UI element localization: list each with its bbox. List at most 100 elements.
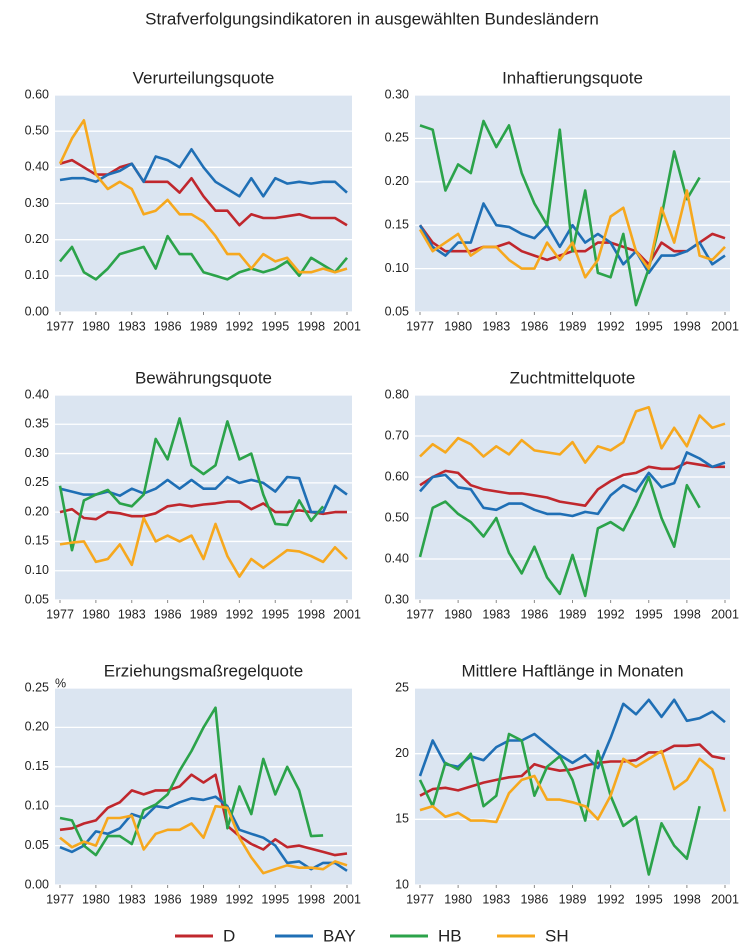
x-tick-label: 1995 bbox=[261, 607, 289, 621]
y-tick-label: 0.10 bbox=[385, 261, 409, 275]
x-tick-label: 1977 bbox=[406, 319, 434, 333]
y-tick-label: 0.30 bbox=[25, 196, 49, 210]
x-tick-label: 1989 bbox=[559, 319, 587, 333]
y-tick-label: 0.15 bbox=[385, 217, 409, 231]
chart-title: Erziehungsmaßregelquote bbox=[104, 661, 303, 680]
x-tick-label: 1992 bbox=[597, 607, 625, 621]
series-line bbox=[59, 804, 348, 875]
page-title: Strafverfolgungsindikatoren in ausgewähl… bbox=[145, 9, 599, 28]
x-tick-label: 1989 bbox=[559, 607, 587, 621]
series-line bbox=[58, 417, 325, 552]
x-tick-label: 1989 bbox=[559, 892, 587, 906]
x-tick-label: 1992 bbox=[225, 319, 253, 333]
plot-area bbox=[55, 688, 352, 885]
y-tick-label: 0.15 bbox=[25, 759, 49, 773]
y-tick-label: 0.50 bbox=[25, 123, 49, 137]
series-line bbox=[418, 732, 701, 876]
x-tick-label: 2001 bbox=[333, 892, 361, 906]
plot-area bbox=[415, 395, 730, 600]
x-tick-label: 1980 bbox=[444, 319, 472, 333]
x-tick-label: 1983 bbox=[482, 607, 510, 621]
y-tick-label: 0.15 bbox=[25, 534, 49, 548]
y-tick-label: 0.25 bbox=[25, 475, 49, 489]
y-tick-label: 0.20 bbox=[25, 232, 49, 246]
x-tick-label: 1977 bbox=[46, 319, 74, 333]
y-tick-label: 20 bbox=[395, 746, 409, 760]
y-tick-label: 10 bbox=[395, 877, 409, 891]
y-tick-label: 0.40 bbox=[385, 551, 409, 565]
series-line bbox=[59, 795, 348, 872]
y-tick-label: 0.30 bbox=[385, 87, 409, 101]
x-tick-label: 1983 bbox=[118, 892, 146, 906]
series-line bbox=[59, 773, 348, 857]
y-unit: % bbox=[55, 676, 66, 690]
x-tick-label: 1998 bbox=[673, 892, 701, 906]
chart-title: Mittlere Haftlänge in Monaten bbox=[461, 661, 683, 680]
x-tick-label: 2001 bbox=[333, 607, 361, 621]
plot-area bbox=[55, 395, 352, 600]
series-line bbox=[419, 749, 727, 824]
series-line bbox=[59, 706, 324, 857]
y-tick-label: 0.00 bbox=[25, 304, 49, 318]
x-tick-label: 1980 bbox=[82, 607, 110, 621]
y-tick-label: 25 bbox=[395, 680, 409, 694]
chart-title: Verurteilungsquote bbox=[133, 68, 275, 87]
series-line bbox=[419, 743, 726, 797]
y-tick-label: 0.30 bbox=[385, 592, 409, 606]
x-tick-label: 1995 bbox=[635, 319, 663, 333]
y-tick-label: 0.30 bbox=[25, 446, 49, 460]
x-tick-label: 1983 bbox=[482, 319, 510, 333]
x-tick-label: 2001 bbox=[711, 607, 739, 621]
series-line bbox=[418, 189, 726, 279]
y-tick-label: 0.20 bbox=[385, 174, 409, 188]
x-tick-label: 2001 bbox=[333, 319, 361, 333]
y-tick-label: 0.50 bbox=[385, 510, 409, 524]
series-line bbox=[59, 516, 348, 578]
y-tick-label: 0.40 bbox=[25, 387, 49, 401]
chart-title: Inhaftierungsquote bbox=[502, 68, 643, 87]
x-tick-label: 1998 bbox=[673, 607, 701, 621]
series-line bbox=[419, 461, 725, 507]
y-tick-label: 0.60 bbox=[25, 87, 49, 101]
x-tick-label: 1977 bbox=[406, 892, 434, 906]
series-line bbox=[418, 202, 726, 275]
y-tick-label: 0.00 bbox=[25, 877, 49, 891]
chart-title: Zuchtmittelquote bbox=[510, 368, 636, 387]
legend-label: HB bbox=[438, 926, 462, 945]
y-tick-label: 0.40 bbox=[25, 160, 49, 174]
x-tick-label: 1977 bbox=[406, 607, 434, 621]
x-tick-label: 1986 bbox=[520, 319, 548, 333]
y-tick-label: 0.05 bbox=[25, 838, 49, 852]
x-tick-label: 1983 bbox=[482, 892, 510, 906]
legend-label: BAY bbox=[323, 926, 356, 945]
y-tick-label: 15 bbox=[395, 812, 409, 826]
legend-label: SH bbox=[545, 926, 569, 945]
x-tick-label: 1995 bbox=[635, 607, 663, 621]
x-tick-label: 1992 bbox=[597, 892, 625, 906]
y-tick-label: 0.25 bbox=[385, 131, 409, 145]
y-tick-label: 0.20 bbox=[25, 504, 49, 518]
x-tick-label: 1998 bbox=[297, 892, 325, 906]
x-tick-label: 1986 bbox=[154, 319, 182, 333]
x-tick-label: 2001 bbox=[711, 319, 739, 333]
x-tick-label: 1992 bbox=[225, 607, 253, 621]
x-tick-label: 1995 bbox=[261, 319, 289, 333]
x-tick-label: 1995 bbox=[635, 892, 663, 906]
x-tick-label: 1980 bbox=[82, 319, 110, 333]
x-tick-label: 1989 bbox=[190, 607, 218, 621]
y-tick-label: 0.10 bbox=[25, 798, 49, 812]
series-line bbox=[58, 119, 348, 274]
series-line bbox=[418, 475, 701, 598]
x-tick-label: 1980 bbox=[444, 892, 472, 906]
x-tick-label: 1989 bbox=[190, 892, 218, 906]
x-tick-label: 1983 bbox=[118, 607, 146, 621]
y-tick-label: 0.25 bbox=[25, 680, 49, 694]
x-tick-label: 2001 bbox=[711, 892, 739, 906]
legend-label: D bbox=[223, 926, 235, 945]
x-tick-label: 1980 bbox=[82, 892, 110, 906]
x-tick-label: 1986 bbox=[520, 892, 548, 906]
series-line bbox=[59, 500, 347, 521]
x-tick-label: 1992 bbox=[597, 319, 625, 333]
x-tick-label: 1986 bbox=[154, 892, 182, 906]
